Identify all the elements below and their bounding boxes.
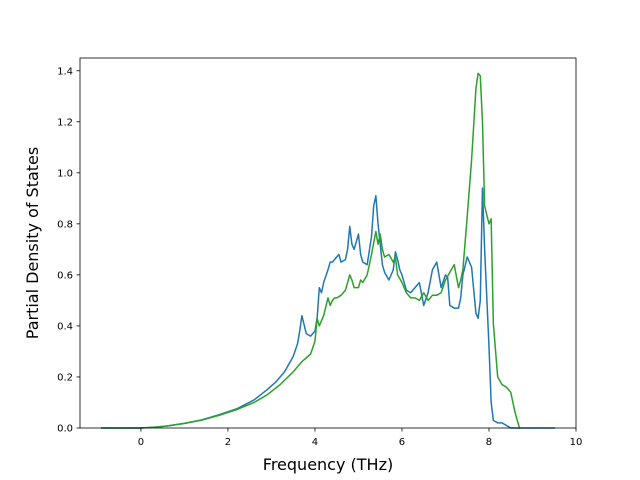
x-tick-label: 10	[570, 437, 583, 448]
y-tick-label: 1.0	[57, 168, 73, 179]
x-axis: 0 2 4 6 8 10	[138, 428, 583, 448]
series-layer	[101, 72, 555, 429]
y-tick-label: 0.0	[57, 424, 73, 435]
y-axis-label: Partial Density of States	[23, 147, 42, 339]
x-tick-label: 0	[138, 437, 144, 448]
x-tick-label: 2	[225, 437, 231, 448]
y-tick-label: 1.2	[57, 117, 73, 128]
y-tick-label: 0.6	[57, 270, 73, 281]
series-line-1	[101, 187, 555, 429]
series-line-2	[101, 72, 521, 429]
x-tick-label: 4	[312, 437, 318, 448]
x-axis-label: Frequency (THz)	[263, 455, 393, 474]
y-tick-label: 0.4	[57, 321, 73, 332]
x-tick-label: 6	[399, 437, 405, 448]
y-tick-label: 1.4	[57, 66, 73, 77]
plot-frame	[79, 57, 577, 429]
y-tick-label: 0.2	[57, 372, 73, 383]
y-axis: 0.0 0.2 0.4 0.6 0.8 1.0 1.2 1.4	[57, 66, 80, 435]
plot-background	[80, 58, 576, 428]
x-tick-label: 8	[486, 437, 492, 448]
y-tick-label: 0.8	[57, 219, 73, 230]
